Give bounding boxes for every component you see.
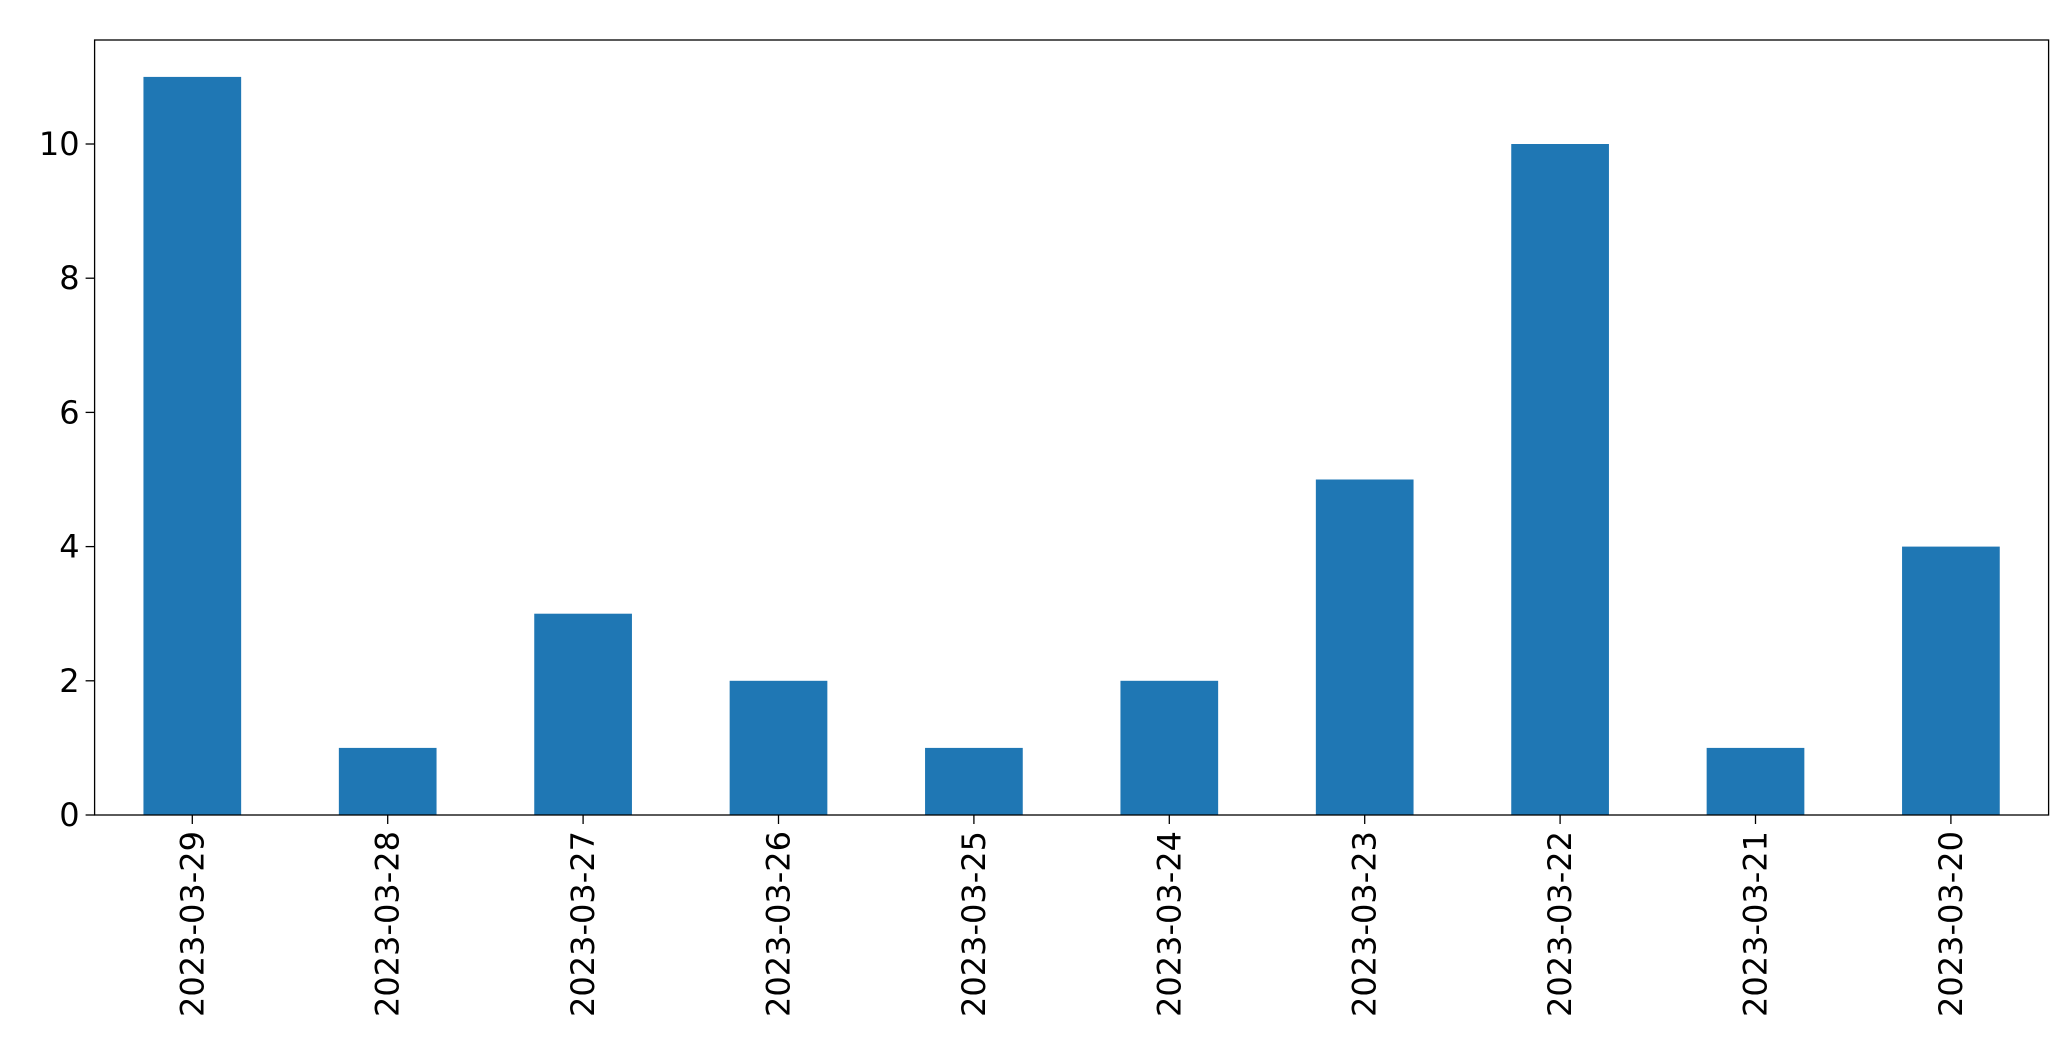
bar: [1315, 479, 1414, 815]
bar: [1120, 680, 1219, 815]
x-tick-label: 2023-03-22: [1541, 831, 1579, 1017]
bar: [1902, 546, 2000, 815]
y-tick-label: 10: [39, 125, 80, 163]
x-tick-label: 2023-03-27: [564, 831, 602, 1017]
y-tick-label: 6: [59, 393, 79, 431]
x-tick-label: 2023-03-29: [173, 831, 211, 1017]
x-tick-label: 2023-03-23: [1346, 831, 1384, 1017]
bar: [338, 747, 437, 815]
y-tick-label: 2: [59, 662, 79, 700]
y-tick-label: 4: [59, 528, 79, 566]
bar: [1706, 747, 1805, 815]
y-tick-label: 8: [59, 259, 79, 297]
x-tick-label: 2023-03-25: [955, 831, 993, 1017]
bar: [534, 613, 632, 815]
bar: [729, 680, 828, 815]
x-tick-label: 2023-03-26: [760, 831, 798, 1017]
x-tick-label: 2023-03-24: [1150, 831, 1188, 1017]
y-tick-label: 0: [59, 796, 79, 834]
bar: [925, 747, 1023, 815]
x-tick-label: 2023-03-28: [369, 831, 407, 1017]
plot-frame: [93, 39, 2050, 816]
bar: [1511, 144, 1609, 815]
x-tick-label: 2023-03-20: [1932, 831, 1970, 1017]
bar: [143, 76, 242, 815]
x-tick-label: 2023-03-21: [1737, 831, 1775, 1017]
